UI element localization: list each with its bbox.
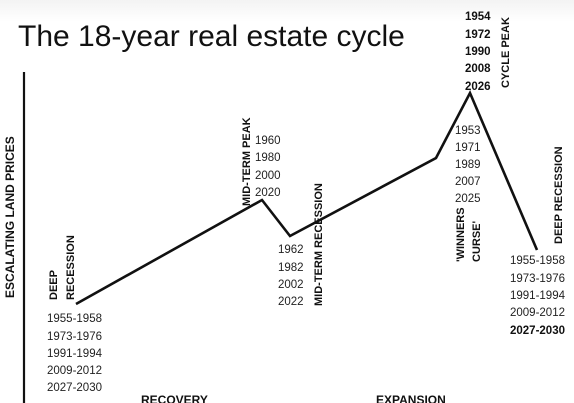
cycle-peak-year-2: 1972	[465, 29, 491, 41]
deep-recession-end-year-1: 1955-1958	[510, 255, 565, 267]
winners-curse-label-2: CURSE'	[471, 220, 483, 262]
cycle-peak-year-3: 1990	[465, 46, 491, 58]
mid-term-recession-year-1: 1962	[278, 244, 304, 256]
mid-term-peak-label: MID-TERM PEAK	[241, 117, 253, 206]
mid-term-peak-year-2: 1980	[255, 152, 281, 164]
deep-recession-end-year-4: 2009-2012	[510, 307, 565, 319]
deep-recession-start-year-3: 1991-1994	[47, 348, 103, 360]
mid-term-peak-year-3: 2000	[255, 170, 281, 182]
deep-recession-start-year-5: 2027-2030	[47, 382, 102, 394]
deep-recession-start-year-1: 1955-1958	[47, 313, 102, 325]
y-axis-label: ESCALATING LAND PRICES	[3, 136, 17, 298]
deep-recession-end-year-highlight: 2027-2030	[510, 325, 565, 337]
mid-term-recession-year-2: 1982	[278, 262, 304, 274]
cycle-peak-year-4: 2008	[465, 63, 491, 75]
deep-recession-end-label: DEEP RECESSION	[553, 146, 565, 244]
cycle-peak-label: CYCLE PEAK	[500, 17, 512, 88]
winners-curse-year-2: 1971	[455, 142, 481, 154]
deep-recession-start-label-2: RECESSION	[65, 235, 77, 300]
cycle-line	[75, 89, 539, 306]
deep-recession-start-year-4: 2009-2012	[47, 365, 102, 377]
winners-curse-year-5: 2025	[455, 193, 481, 205]
winners-curse-year-3: 1989	[455, 159, 481, 171]
deep-recession-start-label-1: DEEP	[48, 270, 60, 300]
cycle-peak-year-5: 2026	[465, 81, 491, 93]
deep-recession-end-year-2: 1973-1976	[510, 273, 565, 285]
winners-curse-year-4: 2007	[455, 176, 481, 188]
winners-curse-label-1: 'WINNERS	[455, 207, 467, 262]
winners-curse-year-1: 1953	[455, 125, 481, 137]
phase-expansion: EXPANSION	[376, 393, 446, 403]
mid-term-recession-label: MID-TERM RECESSION	[313, 183, 325, 306]
deep-recession-start-year-2: 1973-1976	[47, 331, 102, 343]
diagram-title: The 18-year real estate cycle	[18, 20, 405, 53]
mid-term-recession-year-3: 2002	[278, 279, 304, 291]
mid-term-peak-year-1: 1960	[255, 135, 281, 147]
cycle-peak-year-1: 1954	[465, 11, 491, 23]
mid-term-recession-year-4: 2022	[278, 296, 304, 308]
deep-recession-end-year-3: 1991-1994	[510, 290, 566, 302]
mid-term-peak-year-4: 2020	[255, 187, 281, 199]
phase-recovery: RECOVERY	[141, 393, 208, 403]
